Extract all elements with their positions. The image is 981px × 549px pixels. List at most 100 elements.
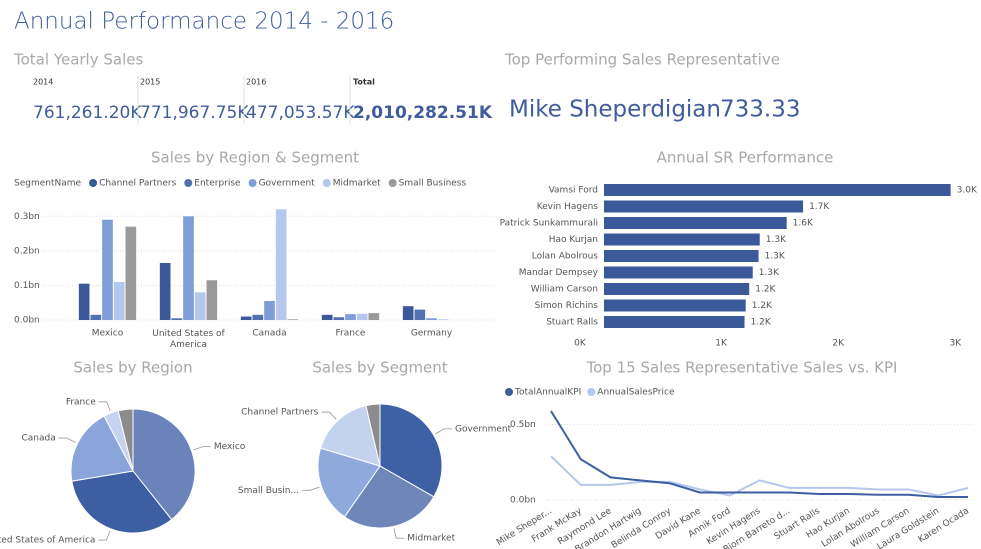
- x-tick-label: Mexico: [92, 329, 124, 339]
- leader-line: [393, 528, 405, 539]
- y-tick-label: Hao Kurjan: [549, 235, 598, 245]
- y-tick-label: 0.0bn: [510, 496, 536, 506]
- leader-line: [193, 446, 211, 451]
- legend-title: SegmentName: [14, 179, 82, 189]
- y-tick-label: 0.2bn: [14, 246, 40, 256]
- legend-label: Enterprise: [194, 179, 241, 189]
- leader-line: [302, 486, 320, 491]
- card-value: 2,010,282.51K: [353, 103, 493, 123]
- data-label: 1.3K: [765, 252, 786, 262]
- y-tick-label: 0.0bn: [14, 316, 40, 326]
- bar: [604, 217, 787, 229]
- x-tick-label: 0K: [574, 339, 587, 349]
- bar: [183, 216, 194, 320]
- card-label: 2016: [246, 78, 266, 87]
- line-series: [550, 410, 968, 498]
- bar: [252, 314, 264, 320]
- bar: [171, 318, 183, 320]
- legend-label: Midmarket: [333, 179, 381, 189]
- bar: [240, 316, 252, 320]
- data-label: 3.0K: [957, 186, 978, 196]
- card-label: 2015: [140, 78, 160, 87]
- card-label: Total: [353, 78, 375, 87]
- legend-marker: [505, 388, 513, 396]
- data-label: 1.2K: [752, 301, 773, 311]
- chart-title: Sales by Region & Segment: [151, 149, 359, 167]
- bar: [113, 281, 125, 320]
- x-tick-label: United States of America: [152, 329, 225, 350]
- pie-label: Mexico: [214, 442, 246, 452]
- bar: [356, 313, 368, 320]
- bar: [604, 266, 753, 279]
- pie-slice: [379, 403, 443, 498]
- pie-slice: [70, 415, 134, 482]
- bar: [604, 316, 745, 328]
- bar: [90, 314, 102, 320]
- leader-line: [98, 530, 111, 541]
- x-tick-label: 3K: [949, 339, 962, 349]
- y-tick-label: Patrick Sunkammurali: [500, 219, 598, 229]
- leader-line: [321, 411, 337, 420]
- bar: [402, 306, 414, 320]
- bar: [604, 299, 746, 312]
- chart-title: Annual SR Performance: [657, 149, 834, 167]
- bar: [604, 184, 951, 196]
- x-tick-label: 1K: [715, 339, 728, 349]
- bar: [414, 309, 426, 320]
- y-tick-label: Kevin Hagens: [537, 202, 599, 212]
- bar: [321, 314, 333, 320]
- pie-slice: [365, 403, 381, 467]
- chart-title: Sales by Segment: [312, 359, 447, 377]
- legend-marker: [322, 179, 331, 187]
- legend-marker: [248, 179, 257, 187]
- leader-line: [58, 437, 76, 443]
- bar: [264, 300, 275, 320]
- bar: [194, 292, 206, 320]
- pie-label: France: [66, 397, 96, 407]
- bar: [426, 318, 437, 320]
- legend-label: Channel Partners: [99, 179, 177, 189]
- data-label: 1.2K: [751, 318, 772, 328]
- bar: [125, 226, 137, 320]
- card-value: 761,261.20K: [33, 103, 142, 123]
- pie-slice: [320, 405, 381, 467]
- section-title: Total Yearly Sales: [13, 51, 143, 69]
- rep-name: Mike Sheperdigian: [509, 97, 721, 123]
- y-tick-label: Stuart Ralls: [546, 318, 598, 328]
- data-label: 1.2K: [755, 285, 776, 295]
- card-label: 2014: [33, 78, 53, 87]
- bar: [345, 314, 356, 320]
- legend-label: Small Business: [399, 179, 467, 189]
- bar: [287, 319, 299, 320]
- y-tick-label: Simon Richins: [535, 301, 599, 311]
- bar: [604, 283, 750, 295]
- pie-label: Channel Partners: [241, 408, 319, 418]
- data-label: 1.3K: [759, 268, 780, 278]
- x-tick-label: Germany: [411, 329, 453, 339]
- bar: [437, 319, 449, 320]
- pie-slice: [132, 408, 196, 521]
- legend-marker: [184, 179, 193, 187]
- bar: [333, 317, 345, 320]
- pie-label: Canada: [21, 434, 55, 444]
- pie-slice: [71, 470, 173, 534]
- data-label: 1.6K: [793, 219, 814, 229]
- x-tick-label: Canada: [252, 329, 286, 339]
- pie-slice: [317, 447, 381, 518]
- y-tick-label: Vamsi Ford: [549, 186, 598, 196]
- bar: [275, 209, 287, 320]
- bar: [206, 280, 218, 320]
- data-label: 1.3K: [766, 235, 787, 245]
- legend-label: TotalAnnualKPI: [514, 388, 581, 398]
- pie-slice: [343, 465, 435, 529]
- y-tick-label: Lolan Abolrous: [532, 252, 599, 262]
- x-tick-label: 2K: [832, 339, 845, 349]
- pie-label: Small Busin...: [238, 486, 299, 496]
- y-tick-label: 0.3bn: [14, 212, 40, 222]
- pie-label: Midmarket: [407, 534, 455, 544]
- x-tick-label: France: [336, 329, 366, 339]
- card-value: 477,053.57K: [246, 103, 355, 123]
- bar: [368, 313, 380, 320]
- rep-value: 733.33: [720, 97, 800, 123]
- bar: [604, 233, 760, 246]
